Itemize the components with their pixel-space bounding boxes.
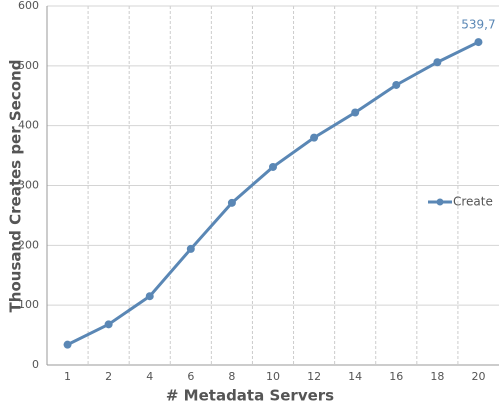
y-tick-label: 500 bbox=[18, 59, 39, 72]
y-axis-label: Thousand Creates per Second bbox=[7, 60, 25, 313]
y-tick-label: 300 bbox=[18, 179, 39, 192]
point bbox=[351, 108, 360, 117]
x-axis-label: # Metadata Servers bbox=[166, 387, 334, 405]
point bbox=[227, 198, 236, 207]
x-tick-label: 12 bbox=[307, 370, 321, 383]
point bbox=[63, 340, 72, 349]
y-tick-label: 600 bbox=[18, 0, 39, 12]
x-tick-label: 4 bbox=[146, 370, 153, 383]
x-tick-label: 2 bbox=[105, 370, 112, 383]
y-tick-label: 400 bbox=[18, 119, 39, 132]
point bbox=[392, 80, 401, 89]
point bbox=[186, 244, 195, 253]
point bbox=[269, 162, 277, 171]
point bbox=[310, 133, 319, 142]
value-label: 539,7 bbox=[461, 18, 495, 32]
point bbox=[433, 58, 442, 67]
x-tick-label: 18 bbox=[430, 370, 444, 383]
x-tick-label: 20 bbox=[471, 370, 485, 383]
x-tick-label: 8 bbox=[228, 370, 235, 383]
point bbox=[474, 38, 483, 47]
x-tick-label: 1 bbox=[64, 370, 71, 383]
point bbox=[104, 320, 113, 329]
y-tick-label: 0 bbox=[32, 358, 39, 371]
x-tick-label: 10 bbox=[266, 370, 280, 383]
legend-marker bbox=[436, 198, 444, 206]
y-tick-label: 200 bbox=[18, 238, 39, 251]
x-tick-label: 6 bbox=[187, 370, 194, 383]
legend-label: Create bbox=[453, 195, 493, 209]
point bbox=[145, 292, 154, 301]
x-tick-label: 16 bbox=[389, 370, 403, 383]
x-tick-label: 14 bbox=[348, 370, 362, 383]
y-tick-label: 100 bbox=[18, 298, 39, 311]
